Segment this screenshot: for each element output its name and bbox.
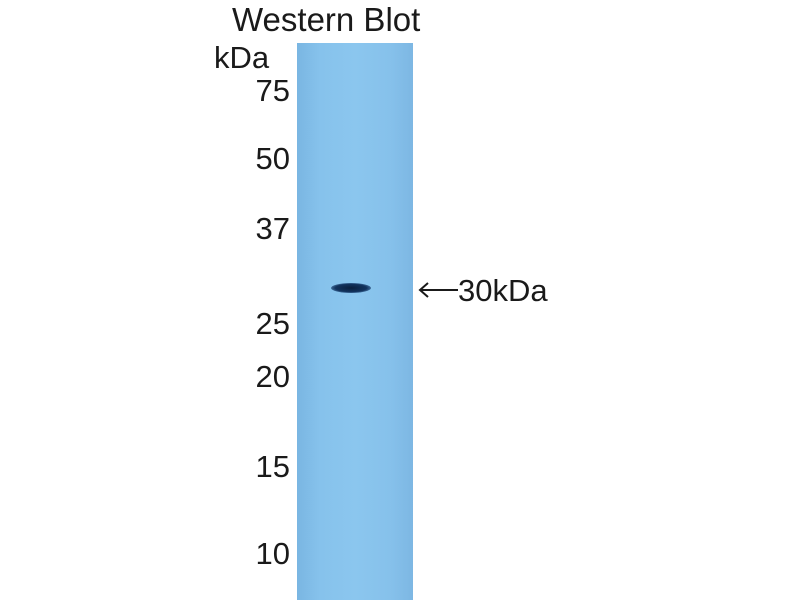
marker-label: 75 — [255, 73, 290, 108]
marker-label: 10 — [255, 536, 290, 571]
blot-lane — [297, 43, 413, 600]
marker-label: 20 — [255, 359, 290, 394]
protein-band — [331, 283, 371, 293]
marker-label: 50 — [255, 141, 290, 176]
figure-title: Western Blot — [232, 1, 421, 38]
marker-label: 15 — [255, 449, 290, 484]
unit-label: kDa — [214, 40, 270, 75]
marker-label: 37 — [255, 211, 290, 246]
left-arrow-icon — [418, 282, 458, 298]
band-size-label: 30kDa — [458, 273, 548, 308]
marker-label: 25 — [255, 306, 290, 341]
